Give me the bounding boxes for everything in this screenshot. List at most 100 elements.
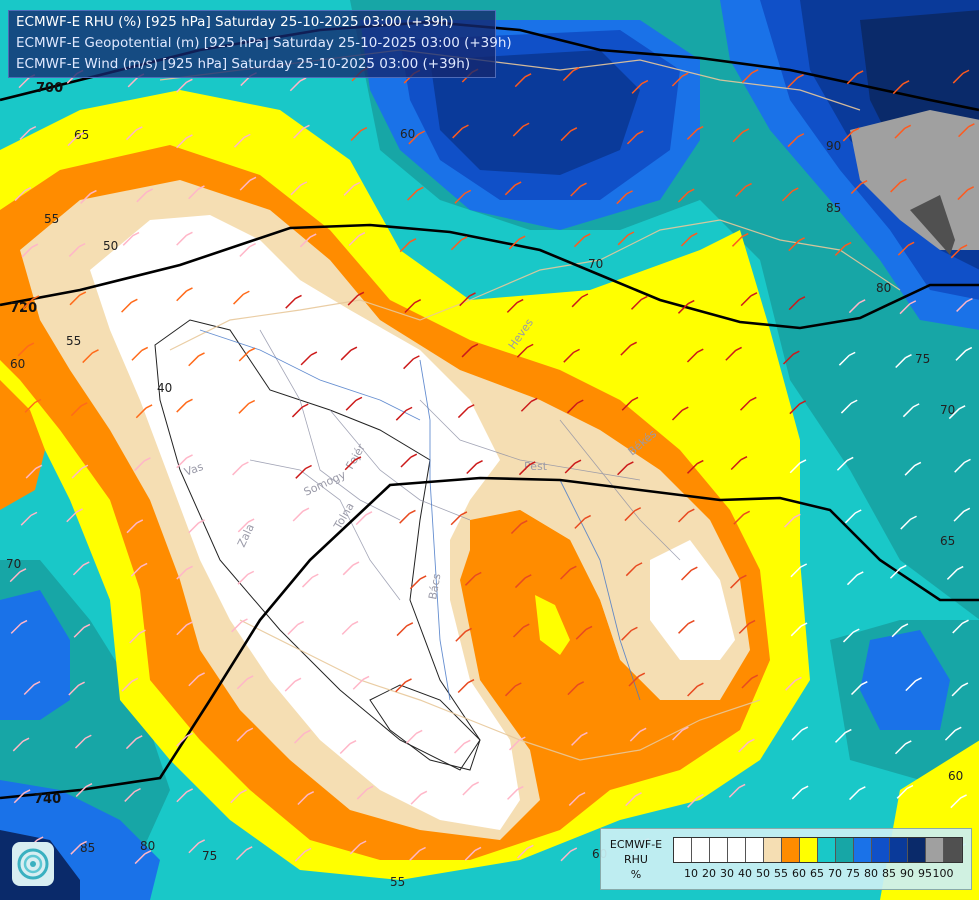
wind-barb [680,232,698,247]
wind-barb [239,176,257,191]
wind-barb [570,182,587,197]
wind-barb [617,461,634,476]
wind-barb [405,729,423,744]
wind-barb [725,346,742,361]
wind-barb [946,565,964,580]
wind-barb [176,231,193,246]
wind-barb [124,787,141,802]
rhu-legend: ECMWF-E RHU % 10 20 30 40 50 55 60 65 70 75 80 85 90… [600,828,972,890]
title-geopotential: ECMWF-E Geopotential (m) [925 hPa] Satur… [16,35,512,51]
wind-barb [738,619,756,634]
wind-barb [129,629,146,644]
wind-barb [512,623,530,638]
rhu-label: 90 [826,139,841,153]
wind-barb [686,348,704,363]
wind-barb [121,298,138,313]
rhu-area-50 [90,215,520,830]
wind-barb [520,397,538,412]
wind-barb [453,739,471,754]
wind-barb [176,565,193,580]
wind-barb [230,789,247,804]
legend-tick-label: 70 [828,867,842,880]
wind-barb [24,398,42,413]
wind-barb [21,243,39,258]
legend-swatch [764,838,782,862]
rhu-label: 75 [202,849,217,863]
wind-barb [233,290,250,305]
wind-barb [70,402,88,417]
wind-barb [894,124,912,139]
wind-barb [300,351,318,366]
wind-barb [343,181,361,196]
legend-swatch [782,838,800,862]
wind-barb [66,508,83,523]
wind-barb [348,232,366,247]
rhu-label: 65 [940,534,955,548]
wind-barb [122,231,140,246]
wind-barb [566,399,584,414]
wind-barb [404,299,422,314]
wind-barb [844,509,862,524]
wind-barb [68,681,85,696]
wind-barb [732,128,750,143]
wind-barb [784,513,801,528]
wind-barb [733,510,751,525]
county-lines [249,329,681,601]
rhu-label: 55 [44,212,59,226]
legend-tick-label: 65 [810,867,824,880]
legend-tick-label: 60 [792,867,806,880]
rhu-area-60-inner [470,510,660,710]
wind-barb [294,729,311,744]
wind-barb [630,295,648,310]
wind-barb [285,294,302,309]
wind-barb [567,681,585,696]
wind-barb [560,565,577,580]
wind-barb [403,355,420,370]
wind-barb [956,297,973,312]
wind-barb [231,618,248,633]
wind-barb [339,740,357,755]
wind-barb [894,740,912,755]
wind-barb [954,458,971,473]
wind-barb [739,396,757,411]
wind-barb [516,343,534,358]
wind-barb [74,734,92,749]
wind-barb [188,672,205,687]
wind-barb [457,679,475,694]
wind-barb [626,130,644,145]
wind-barb [289,77,307,92]
wind-barb [68,242,86,257]
wind-barb [188,839,206,854]
wind-barb [399,238,417,253]
wind-barb [631,79,649,94]
wind-barb [121,677,139,692]
wind-barb [176,621,193,636]
wind-barb [176,732,193,747]
wind-barb [69,291,87,306]
wind-barb [462,781,480,796]
wind-barb [782,350,800,365]
wind-barb [23,681,41,696]
wind-barb [347,291,365,306]
wind-barb [617,231,635,246]
rhu-label: 55 [390,875,405,889]
wind-barb [514,73,532,88]
wind-barb [952,619,969,634]
wind-barb [71,464,89,479]
wind-barb [407,186,424,201]
wind-barb [896,784,914,799]
wind-barb [400,453,418,468]
wind-barb [741,674,759,689]
rhu-area-95-grey [850,110,979,250]
wind-barb [238,347,256,362]
rhu-label: 65 [74,128,89,142]
wind-barb [134,850,152,865]
ecmwf-logo [12,842,54,886]
wind-barb [126,126,143,141]
rhu-area-50-east [650,540,735,660]
wind-barb [900,515,917,530]
wind-barb [671,72,689,87]
rhu-label: 70 [588,257,603,271]
wind-barb [616,190,633,205]
wind-barb [781,187,799,202]
